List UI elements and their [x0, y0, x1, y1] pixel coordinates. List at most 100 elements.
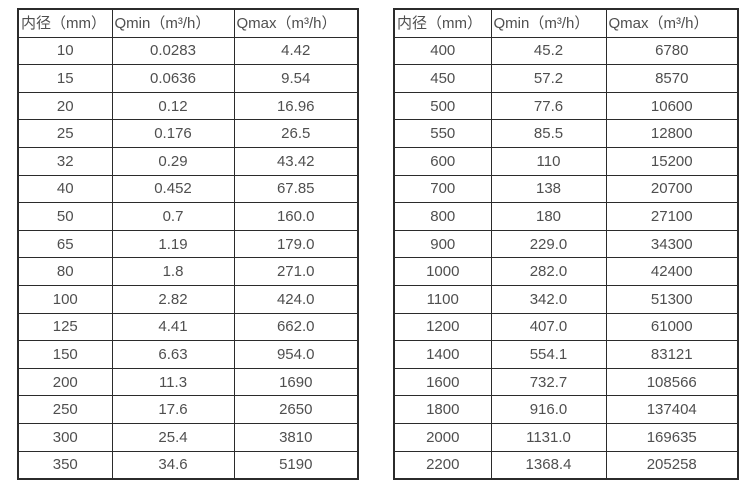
- table-cell: 57.2: [490, 64, 607, 93]
- table-cell: 1131.0: [490, 422, 607, 452]
- table-cell: 4.42: [233, 36, 359, 66]
- table-cell: 282.0: [490, 257, 607, 286]
- flow-spec-table-large: 内径（mm） Qmin（m³/h） Qmax（m³/h） 400 45.2 6780…: [393, 8, 739, 481]
- table-row: 1000 282.0 42400: [393, 257, 739, 286]
- table-cell: 40: [17, 174, 113, 204]
- table-cell: 150: [17, 340, 113, 369]
- table-cell: 200: [17, 367, 113, 397]
- table-cell: 15200: [605, 146, 739, 176]
- table-cell: 3810: [233, 422, 359, 452]
- table-cell: 732.7: [490, 367, 607, 397]
- table-cell: 350: [17, 450, 113, 480]
- table-cell: 0.29: [111, 146, 235, 176]
- table-cell: 916.0: [490, 395, 607, 424]
- table-cell: 169635: [605, 422, 739, 452]
- header-row: 内径（mm） Qmin（m³/h） Qmax（m³/h）: [393, 8, 739, 38]
- table-cell: 554.1: [490, 340, 607, 369]
- table-cell: 1000: [393, 257, 492, 286]
- table-cell: 100: [17, 284, 113, 314]
- table-row: 700 138 20700: [393, 174, 739, 204]
- table-row: 10 0.0283 4.42: [17, 36, 359, 66]
- table-cell: 550: [393, 119, 492, 148]
- table-cell: 1.8: [111, 257, 235, 286]
- table-cell: 51300: [605, 284, 739, 314]
- table-cell: 1.19: [111, 229, 235, 259]
- table-row: 500 77.6 10600: [393, 91, 739, 121]
- table-cell: 45.2: [490, 36, 607, 66]
- table-cell: 600: [393, 146, 492, 176]
- table-cell: 65: [17, 229, 113, 259]
- table-cell: 424.0: [233, 284, 359, 314]
- table-row: 32 0.29 43.42: [17, 146, 359, 176]
- table-cell: 8570: [605, 64, 739, 93]
- table-cell: 108566: [605, 367, 739, 397]
- table-cell: 11.3: [111, 367, 235, 397]
- table-cell: 400: [393, 36, 492, 66]
- table-row: 100 2.82 424.0: [17, 284, 359, 314]
- table-cell: 250: [17, 395, 113, 424]
- table-row: 150 6.63 954.0: [17, 340, 359, 369]
- table-row: 2200 1368.4 205258: [393, 450, 739, 480]
- table-cell: 17.6: [111, 395, 235, 424]
- table-cell: 10600: [605, 91, 739, 121]
- table-cell: 160.0: [233, 202, 359, 231]
- table-cell: 16.96: [233, 91, 359, 121]
- table-row: 1600 732.7 108566: [393, 367, 739, 397]
- table-row: 900 229.0 34300: [393, 229, 739, 259]
- table-cell: 25.4: [111, 422, 235, 452]
- table-cell: 179.0: [233, 229, 359, 259]
- table-cell: 67.85: [233, 174, 359, 204]
- header-qmin: Qmin（m³/h）: [111, 8, 235, 38]
- table-cell: 2.82: [111, 284, 235, 314]
- table-cell: 1690: [233, 367, 359, 397]
- table-cell: 2650: [233, 395, 359, 424]
- table-cell: 205258: [605, 450, 739, 480]
- table-cell: 34.6: [111, 450, 235, 480]
- header-inner-diameter: 内径（mm）: [393, 8, 492, 38]
- table-row: 1200 407.0 61000: [393, 312, 739, 342]
- table-row: 250 17.6 2650: [17, 395, 359, 424]
- table-row: 400 45.2 6780: [393, 36, 739, 66]
- table-row: 20 0.12 16.96: [17, 91, 359, 121]
- table-cell: 900: [393, 229, 492, 259]
- table-cell: 25: [17, 119, 113, 148]
- table-cell: 77.6: [490, 91, 607, 121]
- table-cell: 1200: [393, 312, 492, 342]
- table-cell: 6780: [605, 36, 739, 66]
- table-cell: 1800: [393, 395, 492, 424]
- table-body-small: 10 0.0283 4.42 15 0.0636 9.54 20 0.12 16.96 25 0.1…: [17, 36, 359, 480]
- table-cell: 342.0: [490, 284, 607, 314]
- table-cell: 27100: [605, 202, 739, 231]
- table-cell: 0.7: [111, 202, 235, 231]
- table-row: 600 110 15200: [393, 146, 739, 176]
- table-cell: 2000: [393, 422, 492, 452]
- table-row: 550 85.5 12800: [393, 119, 739, 148]
- table-cell: 83121: [605, 340, 739, 369]
- table-cell: 800: [393, 202, 492, 231]
- table-row: 1400 554.1 83121: [393, 340, 739, 369]
- table-cell: 0.0283: [111, 36, 235, 66]
- table-cell: 0.12: [111, 91, 235, 121]
- table-cell: 700: [393, 174, 492, 204]
- table-cell: 85.5: [490, 119, 607, 148]
- table-cell: 0.452: [111, 174, 235, 204]
- table-row: 15 0.0636 9.54: [17, 64, 359, 93]
- table-cell: 138: [490, 174, 607, 204]
- header-row: 内径（mm） Qmin（m³/h） Qmax（m³/h）: [17, 8, 359, 38]
- table-cell: 4.41: [111, 312, 235, 342]
- table-cell: 80: [17, 257, 113, 286]
- table-cell: 229.0: [490, 229, 607, 259]
- table-cell: 1100: [393, 284, 492, 314]
- table-cell: 1368.4: [490, 450, 607, 480]
- table-cell: 43.42: [233, 146, 359, 176]
- table-cell: 42400: [605, 257, 739, 286]
- table-cell: 32: [17, 146, 113, 176]
- table-row: 50 0.7 160.0: [17, 202, 359, 231]
- table-row: 800 180 27100: [393, 202, 739, 231]
- table-row: 1100 342.0 51300: [393, 284, 739, 314]
- header-qmin: Qmin（m³/h）: [490, 8, 607, 38]
- table-row: 25 0.176 26.5: [17, 119, 359, 148]
- table-row: 40 0.452 67.85: [17, 174, 359, 204]
- table-cell: 15: [17, 64, 113, 93]
